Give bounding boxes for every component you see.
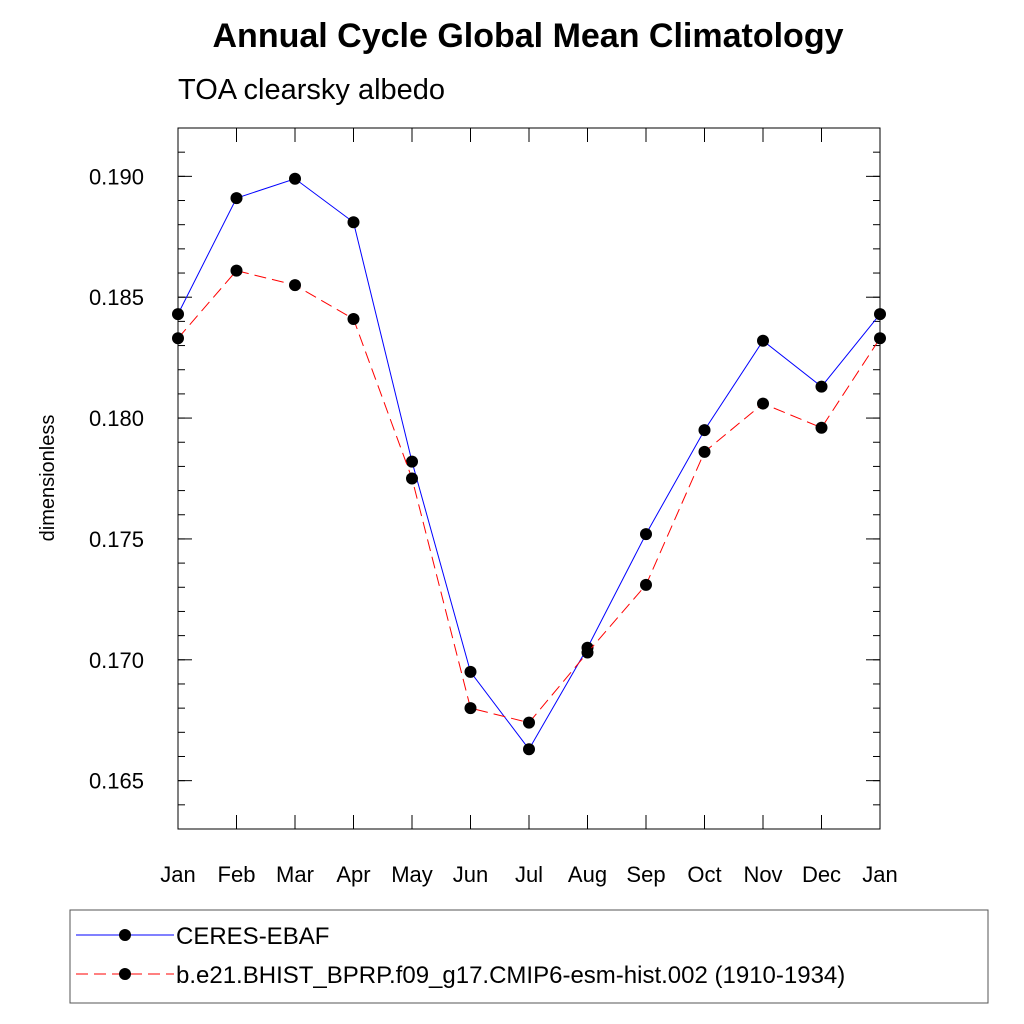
data-point bbox=[464, 702, 477, 715]
data-point bbox=[874, 332, 886, 345]
data-point bbox=[289, 172, 301, 185]
x-tick-label: Feb bbox=[218, 862, 256, 887]
x-tick-label: Sep bbox=[626, 862, 665, 887]
plot-axes: Jan Feb Mar Apr May Jun Jul Aug Sep Oct Nov Dec Jan 0… bbox=[89, 127, 898, 887]
x-tick-label: Mar bbox=[276, 862, 314, 887]
legend-marker-ceres bbox=[119, 929, 131, 941]
y-tick-label: 0.185 bbox=[89, 285, 144, 310]
data-point bbox=[640, 528, 652, 541]
x-tick-label: May bbox=[391, 862, 433, 887]
legend-entry-model: b.e21.BHIST_BPRP.f09_g17.CMIP6-esm-hist.… bbox=[76, 962, 845, 989]
x-tick-label: Oct bbox=[687, 862, 721, 887]
data-point bbox=[230, 264, 243, 277]
data-point bbox=[406, 472, 418, 485]
data-point bbox=[406, 455, 418, 468]
y-tick-label: 0.180 bbox=[89, 406, 144, 431]
y-tick-label: 0.175 bbox=[89, 527, 144, 552]
data-point bbox=[523, 716, 535, 729]
data-point bbox=[874, 308, 886, 321]
data-point bbox=[757, 334, 769, 347]
data-point bbox=[172, 332, 184, 345]
data-point bbox=[464, 665, 477, 678]
data-point bbox=[289, 279, 301, 292]
data-point bbox=[698, 424, 711, 437]
legend-marker-model bbox=[119, 968, 131, 980]
data-point bbox=[172, 308, 184, 321]
x-tick-label: Aug bbox=[568, 862, 607, 887]
y-tick-label: 0.165 bbox=[89, 769, 144, 794]
data-point bbox=[640, 578, 652, 591]
series-line-1 bbox=[177, 270, 881, 724]
data-point bbox=[815, 421, 828, 434]
chart-subtitle: TOA clearsky albedo bbox=[178, 74, 445, 106]
series-layer bbox=[172, 172, 886, 756]
x-tick-label: Jan bbox=[862, 862, 897, 887]
y-tick-label: 0.190 bbox=[89, 164, 144, 189]
x-tick-label: Jul bbox=[515, 862, 543, 887]
data-point bbox=[523, 743, 535, 756]
data-point bbox=[815, 380, 828, 393]
legend-box bbox=[69, 909, 989, 1004]
data-point bbox=[757, 397, 769, 410]
data-point bbox=[230, 192, 243, 205]
data-point bbox=[347, 216, 360, 229]
y-axis-label: dimensionless bbox=[37, 415, 59, 542]
x-tick-label: Nov bbox=[743, 862, 782, 887]
x-tick-label: Apr bbox=[336, 862, 370, 887]
y-tick-label: 0.170 bbox=[89, 648, 144, 673]
chart-title: Annual Cycle Global Mean Climatology bbox=[213, 17, 844, 55]
legend-label-ceres: CERES-EBAF bbox=[176, 923, 329, 950]
series-line-0 bbox=[177, 178, 881, 751]
data-point bbox=[347, 312, 360, 325]
legend-label-model: b.e21.BHIST_BPRP.f09_g17.CMIP6-esm-hist.… bbox=[176, 962, 845, 989]
legend: CERES-EBAF b.e21.BHIST_BPRP.f09_g17.CMIP… bbox=[69, 909, 989, 1004]
x-tick-label: Dec bbox=[802, 862, 841, 887]
data-point bbox=[698, 445, 711, 458]
legend-entry-ceres: CERES-EBAF bbox=[76, 923, 329, 950]
x-tick-label: Jun bbox=[453, 862, 488, 887]
data-point bbox=[581, 646, 594, 659]
x-tick-label: Jan bbox=[160, 862, 195, 887]
